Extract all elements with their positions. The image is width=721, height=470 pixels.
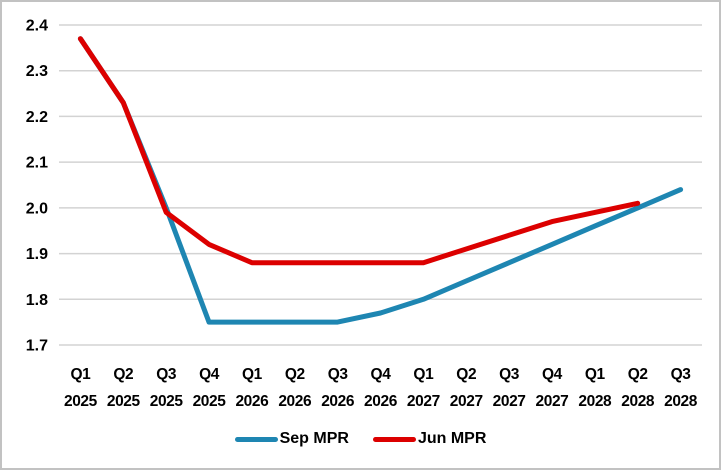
x-tick-year: 2026 (321, 393, 355, 410)
x-tick-quarter: Q2 (113, 366, 133, 383)
x-tick-quarter: Q2 (456, 366, 476, 383)
x-tick-year: 2025 (64, 393, 98, 410)
x-tick-quarter: Q3 (499, 366, 520, 383)
x-tick-quarter: Q3 (328, 366, 349, 383)
legend-label-jun-mpr: Jun MPR (417, 430, 487, 447)
legend-item-sep-mpr: Sep MPR (234, 430, 349, 448)
x-tick-year: 2025 (150, 393, 184, 410)
x-tick-quarter: Q1 (70, 366, 91, 383)
x-tick-year: 2026 (235, 393, 269, 410)
x-tick-year: 2027 (407, 393, 440, 410)
x-tick-quarter: Q3 (156, 366, 177, 383)
x-tick-year: 2028 (664, 393, 698, 410)
x-tick-year: 2027 (450, 393, 483, 410)
y-tick-label: 1.9 (26, 246, 48, 263)
series-line-sep-mpr (77, 36, 684, 325)
legend-label-sep-mpr: Sep MPR (279, 430, 349, 447)
x-tick-year: 2026 (364, 393, 398, 410)
x-axis-labels: Q1 2025 Q2 2025 Q3 2025 Q4 2025 Q1 2026 Q2 2026 Q3 20… (64, 366, 698, 410)
legend: Sep MPR Jun MPR (2, 430, 719, 448)
x-tick-year: 2028 (621, 393, 655, 410)
legend-item-jun-mpr: Jun MPR (372, 430, 487, 448)
x-tick-year: 2027 (536, 393, 569, 410)
x-tick-quarter: Q1 (585, 366, 606, 383)
y-tick-label: 1.7 (26, 338, 48, 355)
y-tick-label: 2.1 (26, 155, 48, 172)
sep-mpr-line-swatch (234, 436, 278, 442)
x-tick-quarter: Q2 (628, 366, 648, 383)
jun-mpr-line-swatch (372, 436, 416, 442)
x-tick-quarter: Q4 (199, 366, 220, 383)
y-tick-label: 2.2 (26, 109, 48, 126)
y-axis-labels: 2.4 2.3 2.2 2.1 2.0 1.9 1.8 1.7 (26, 18, 48, 355)
x-tick-quarter: Q2 (285, 366, 305, 383)
y-tick-label: 2.3 (26, 63, 48, 80)
x-tick-year: 2028 (578, 393, 612, 410)
x-tick-quarter: Q1 (242, 366, 263, 383)
x-tick-year: 2026 (278, 393, 312, 410)
x-tick-year: 2025 (193, 393, 227, 410)
series-line-jun-mpr (77, 36, 641, 266)
x-tick-year: 2025 (107, 393, 141, 410)
y-tick-label: 2.4 (26, 18, 48, 35)
x-tick-quarter: Q4 (542, 366, 563, 383)
y-tick-label: 2.0 (26, 200, 48, 217)
x-tick-quarter: Q4 (371, 366, 392, 383)
y-tick-label: 1.8 (26, 292, 48, 309)
x-tick-quarter: Q3 (671, 366, 692, 383)
x-tick-year: 2027 (493, 393, 526, 410)
x-tick-quarter: Q1 (413, 366, 434, 383)
